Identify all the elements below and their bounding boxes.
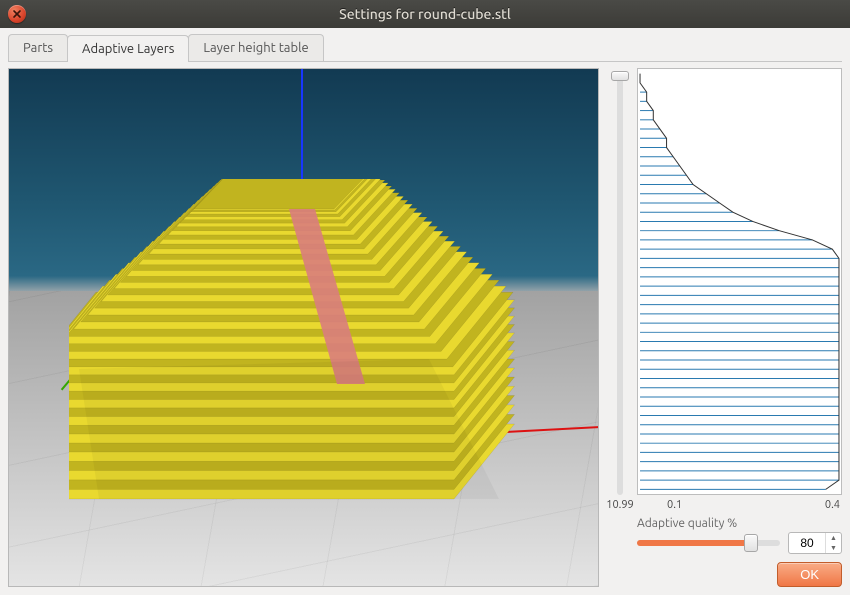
spinner-up-icon[interactable]: ▲ xyxy=(826,533,841,543)
adaptive-quality-slider[interactable] xyxy=(637,540,780,546)
adaptive-quality-thumb[interactable] xyxy=(744,534,758,552)
chart-xmax: 0.4 xyxy=(825,499,840,511)
titlebar: Settings for round-cube.stl xyxy=(0,0,850,28)
vslider-thumb[interactable] xyxy=(611,71,629,81)
tab-parts[interactable]: Parts xyxy=(8,34,68,61)
vslider-value: 10.99 xyxy=(606,499,634,511)
ok-button[interactable]: OK xyxy=(777,562,842,587)
chart-x-ticks: 0.1 0.4 xyxy=(667,499,840,511)
chart-xmin: 0.1 xyxy=(667,499,682,511)
adaptive-quality-label: Adaptive quality % xyxy=(637,517,842,530)
adaptive-quality-input[interactable] xyxy=(789,536,825,550)
window-title: Settings for round-cube.stl xyxy=(0,6,850,22)
tabbar: Parts Adaptive Layers Layer height table xyxy=(8,34,842,62)
layer-height-vslider[interactable] xyxy=(617,72,623,495)
tab-adaptive-layers[interactable]: Adaptive Layers xyxy=(67,35,189,62)
close-icon[interactable] xyxy=(8,5,26,23)
axis-z xyxy=(301,69,303,302)
layer-profile-chart xyxy=(637,68,842,495)
viewport-floor xyxy=(9,291,598,586)
spinner-down-icon[interactable]: ▼ xyxy=(826,543,841,553)
adaptive-quality-spinner[interactable]: ▲ ▼ xyxy=(788,532,842,554)
tab-layer-height-table[interactable]: Layer height table xyxy=(188,34,323,61)
model-viewport[interactable] xyxy=(8,68,599,587)
